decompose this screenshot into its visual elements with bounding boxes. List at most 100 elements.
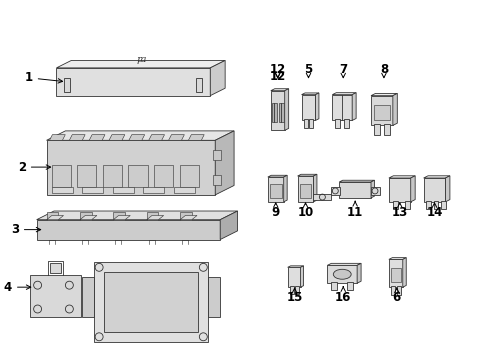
Polygon shape xyxy=(351,93,355,121)
Polygon shape xyxy=(339,180,374,182)
Bar xyxy=(404,201,409,209)
Polygon shape xyxy=(287,266,303,267)
Text: 11: 11 xyxy=(346,206,363,219)
Polygon shape xyxy=(129,135,144,140)
Bar xyxy=(294,286,298,294)
Bar xyxy=(299,184,311,198)
Bar xyxy=(82,187,103,193)
Bar xyxy=(82,277,94,317)
Bar xyxy=(213,150,221,160)
Bar xyxy=(433,201,438,209)
Polygon shape xyxy=(388,260,402,287)
Bar xyxy=(102,165,122,187)
Polygon shape xyxy=(270,89,288,91)
Polygon shape xyxy=(284,89,288,130)
Bar xyxy=(154,165,173,187)
Bar xyxy=(179,165,198,187)
Bar xyxy=(441,201,446,209)
Polygon shape xyxy=(37,211,237,220)
Polygon shape xyxy=(423,178,445,202)
Polygon shape xyxy=(370,94,396,96)
Polygon shape xyxy=(180,216,197,220)
Bar xyxy=(128,165,147,187)
Bar xyxy=(196,78,202,92)
Bar xyxy=(344,120,348,129)
Text: 4: 4 xyxy=(4,281,31,294)
Bar xyxy=(390,286,394,295)
Bar xyxy=(94,262,208,342)
Bar xyxy=(289,286,293,294)
Bar xyxy=(208,277,220,317)
Text: 6: 6 xyxy=(392,291,400,304)
Polygon shape xyxy=(46,131,234,140)
Polygon shape xyxy=(148,135,164,140)
Polygon shape xyxy=(210,60,224,96)
Polygon shape xyxy=(37,220,220,239)
Polygon shape xyxy=(339,182,370,198)
Polygon shape xyxy=(109,135,124,140)
Text: 10: 10 xyxy=(297,206,313,219)
Bar xyxy=(30,275,81,317)
Text: 2: 2 xyxy=(18,161,51,174)
Text: 1: 1 xyxy=(24,71,62,84)
Polygon shape xyxy=(69,135,85,140)
Bar xyxy=(370,187,379,195)
Polygon shape xyxy=(313,194,331,200)
Polygon shape xyxy=(423,176,449,178)
Bar xyxy=(396,286,400,295)
Text: 9: 9 xyxy=(271,206,279,219)
Polygon shape xyxy=(168,135,184,140)
Bar xyxy=(213,175,221,185)
Text: 3: 3 xyxy=(11,223,41,236)
Bar xyxy=(309,120,313,129)
Bar xyxy=(112,187,134,193)
Polygon shape xyxy=(326,264,360,265)
Polygon shape xyxy=(332,93,355,95)
Polygon shape xyxy=(267,175,286,177)
Polygon shape xyxy=(46,212,58,220)
Polygon shape xyxy=(80,212,92,220)
Polygon shape xyxy=(113,212,125,220)
Bar xyxy=(303,120,307,129)
Text: 5: 5 xyxy=(304,63,312,76)
Polygon shape xyxy=(283,175,286,202)
Polygon shape xyxy=(392,94,396,125)
Polygon shape xyxy=(300,266,303,287)
Bar xyxy=(390,268,400,282)
Polygon shape xyxy=(301,93,318,95)
Bar xyxy=(49,264,61,273)
Polygon shape xyxy=(188,135,204,140)
Polygon shape xyxy=(146,216,163,220)
Bar xyxy=(346,282,352,290)
Polygon shape xyxy=(113,216,130,220)
Text: 16: 16 xyxy=(334,291,351,304)
Bar xyxy=(425,201,429,209)
Text: 15: 15 xyxy=(286,291,302,304)
Bar xyxy=(271,103,276,122)
Polygon shape xyxy=(326,265,356,283)
Polygon shape xyxy=(332,95,351,121)
Polygon shape xyxy=(297,174,316,176)
Polygon shape xyxy=(313,174,316,202)
Polygon shape xyxy=(146,212,158,220)
Bar xyxy=(383,125,389,135)
Bar xyxy=(143,187,164,193)
Bar xyxy=(335,120,340,129)
Bar xyxy=(104,272,198,332)
Polygon shape xyxy=(80,216,97,220)
Polygon shape xyxy=(356,264,360,283)
Bar xyxy=(269,184,281,198)
Text: 13: 13 xyxy=(391,206,407,219)
Polygon shape xyxy=(270,91,284,130)
Polygon shape xyxy=(46,140,215,195)
Bar xyxy=(331,282,337,290)
Polygon shape xyxy=(287,267,300,287)
Polygon shape xyxy=(388,176,414,178)
Polygon shape xyxy=(402,258,406,287)
Text: 12: 12 xyxy=(269,70,285,83)
Polygon shape xyxy=(89,135,105,140)
Polygon shape xyxy=(315,93,318,121)
Bar xyxy=(173,187,195,193)
Polygon shape xyxy=(297,176,313,202)
Text: 12: 12 xyxy=(269,63,285,76)
